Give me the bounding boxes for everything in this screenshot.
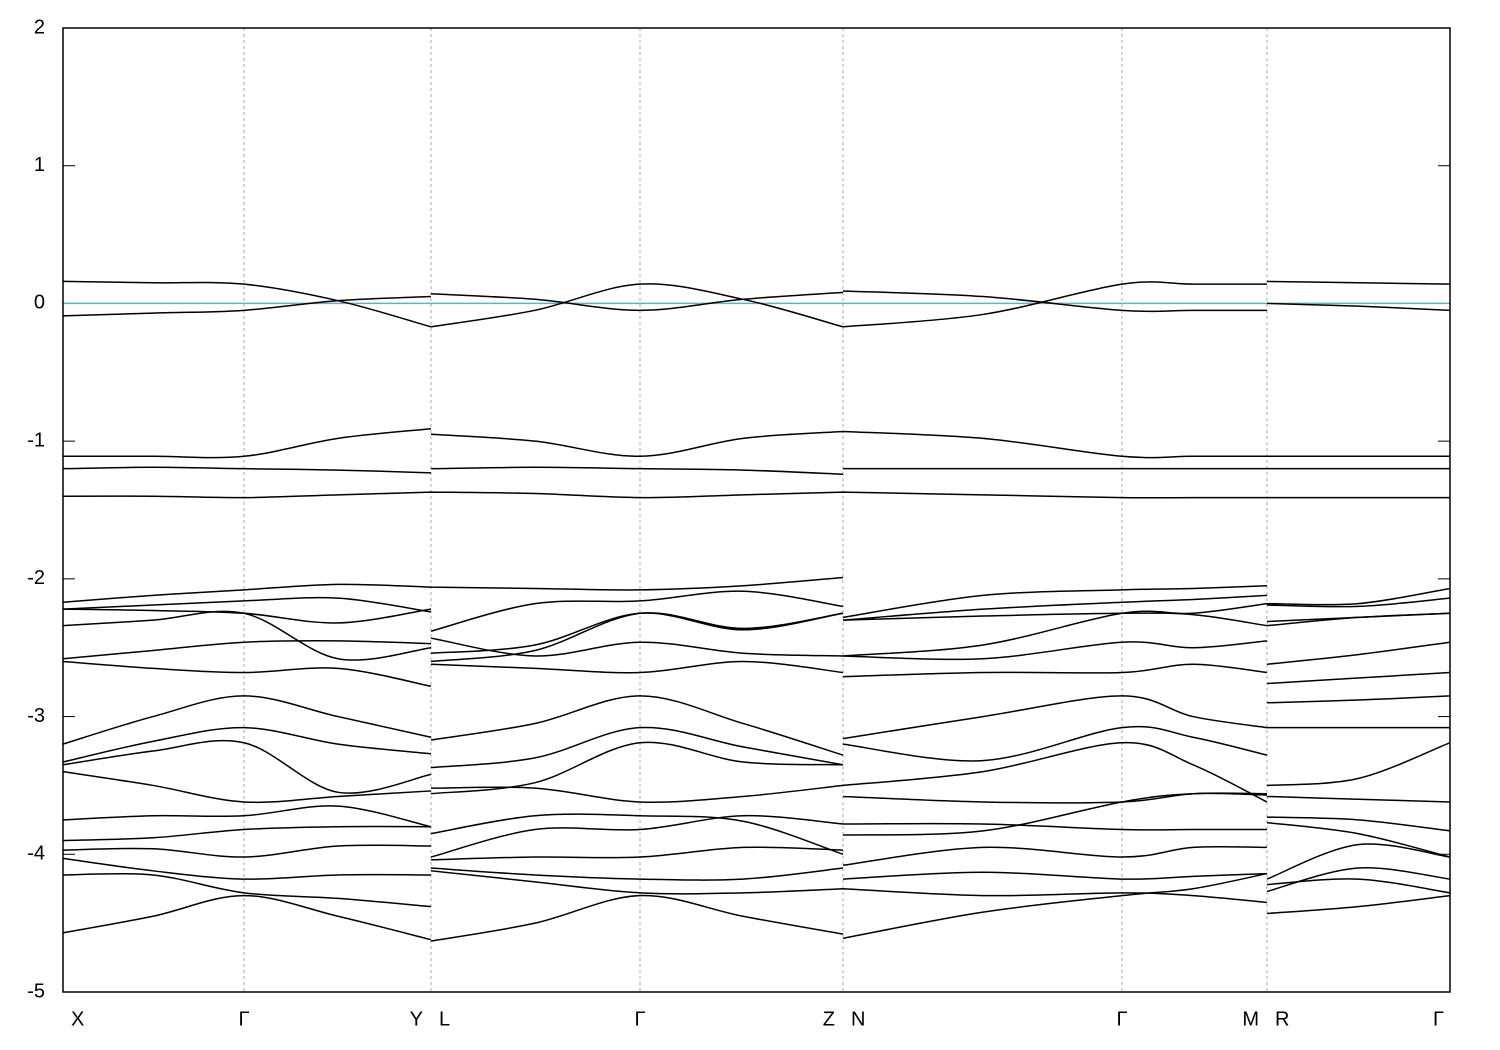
band-line — [62, 843, 1451, 880]
y-tick-label: -4 — [27, 843, 45, 865]
band-line — [62, 792, 1451, 855]
x-tick-label: Γ — [1116, 1008, 1127, 1030]
x-tick-label: M — [1242, 1008, 1259, 1030]
y-tick-label: 1 — [34, 154, 45, 176]
x-tick-label: X — [71, 1008, 84, 1030]
band-line — [62, 576, 1451, 619]
x-tick-label: Γ — [634, 1008, 645, 1030]
y-tick-label: -1 — [27, 429, 45, 451]
y-tick-label: -5 — [27, 980, 45, 1002]
y-tick-label: -2 — [27, 567, 45, 589]
y-tick-label: -3 — [27, 705, 45, 727]
band-line — [62, 695, 1451, 756]
band-line — [62, 602, 1451, 661]
x-tick-label: Z — [823, 1008, 835, 1030]
x-tick-label: R — [1275, 1008, 1289, 1030]
plot-frame — [62, 27, 1451, 993]
y-tick-label: 0 — [34, 292, 45, 314]
band-line — [62, 280, 1451, 328]
band-line — [62, 870, 1451, 908]
band-line — [62, 770, 1451, 804]
x-tick-label: Γ — [238, 1008, 249, 1030]
band-line — [62, 466, 1450, 475]
band-line — [62, 660, 1451, 688]
y-tick-label: 2 — [34, 16, 45, 38]
x-tick-label: Γ — [1433, 1008, 1444, 1030]
band-line — [63, 428, 1450, 459]
band-line — [62, 814, 1451, 858]
band-line — [62, 290, 1451, 317]
band-line — [62, 637, 1451, 665]
band-line — [62, 590, 1451, 632]
band-line — [62, 872, 1451, 942]
x-tick-label: Y — [410, 1008, 423, 1030]
band-line — [62, 725, 1450, 769]
band-line — [62, 491, 1450, 499]
x-tick-label: L — [439, 1008, 450, 1030]
x-tick-label: N — [851, 1008, 865, 1030]
band-line — [62, 857, 1451, 893]
band-line — [62, 739, 1451, 803]
